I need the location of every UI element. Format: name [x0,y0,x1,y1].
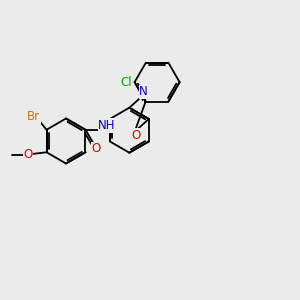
Text: O: O [131,129,141,142]
Text: NH: NH [98,119,116,132]
Text: Br: Br [27,110,40,124]
Text: N: N [139,85,148,98]
Text: O: O [23,148,33,161]
Text: O: O [92,142,101,155]
Text: Cl: Cl [120,76,132,88]
